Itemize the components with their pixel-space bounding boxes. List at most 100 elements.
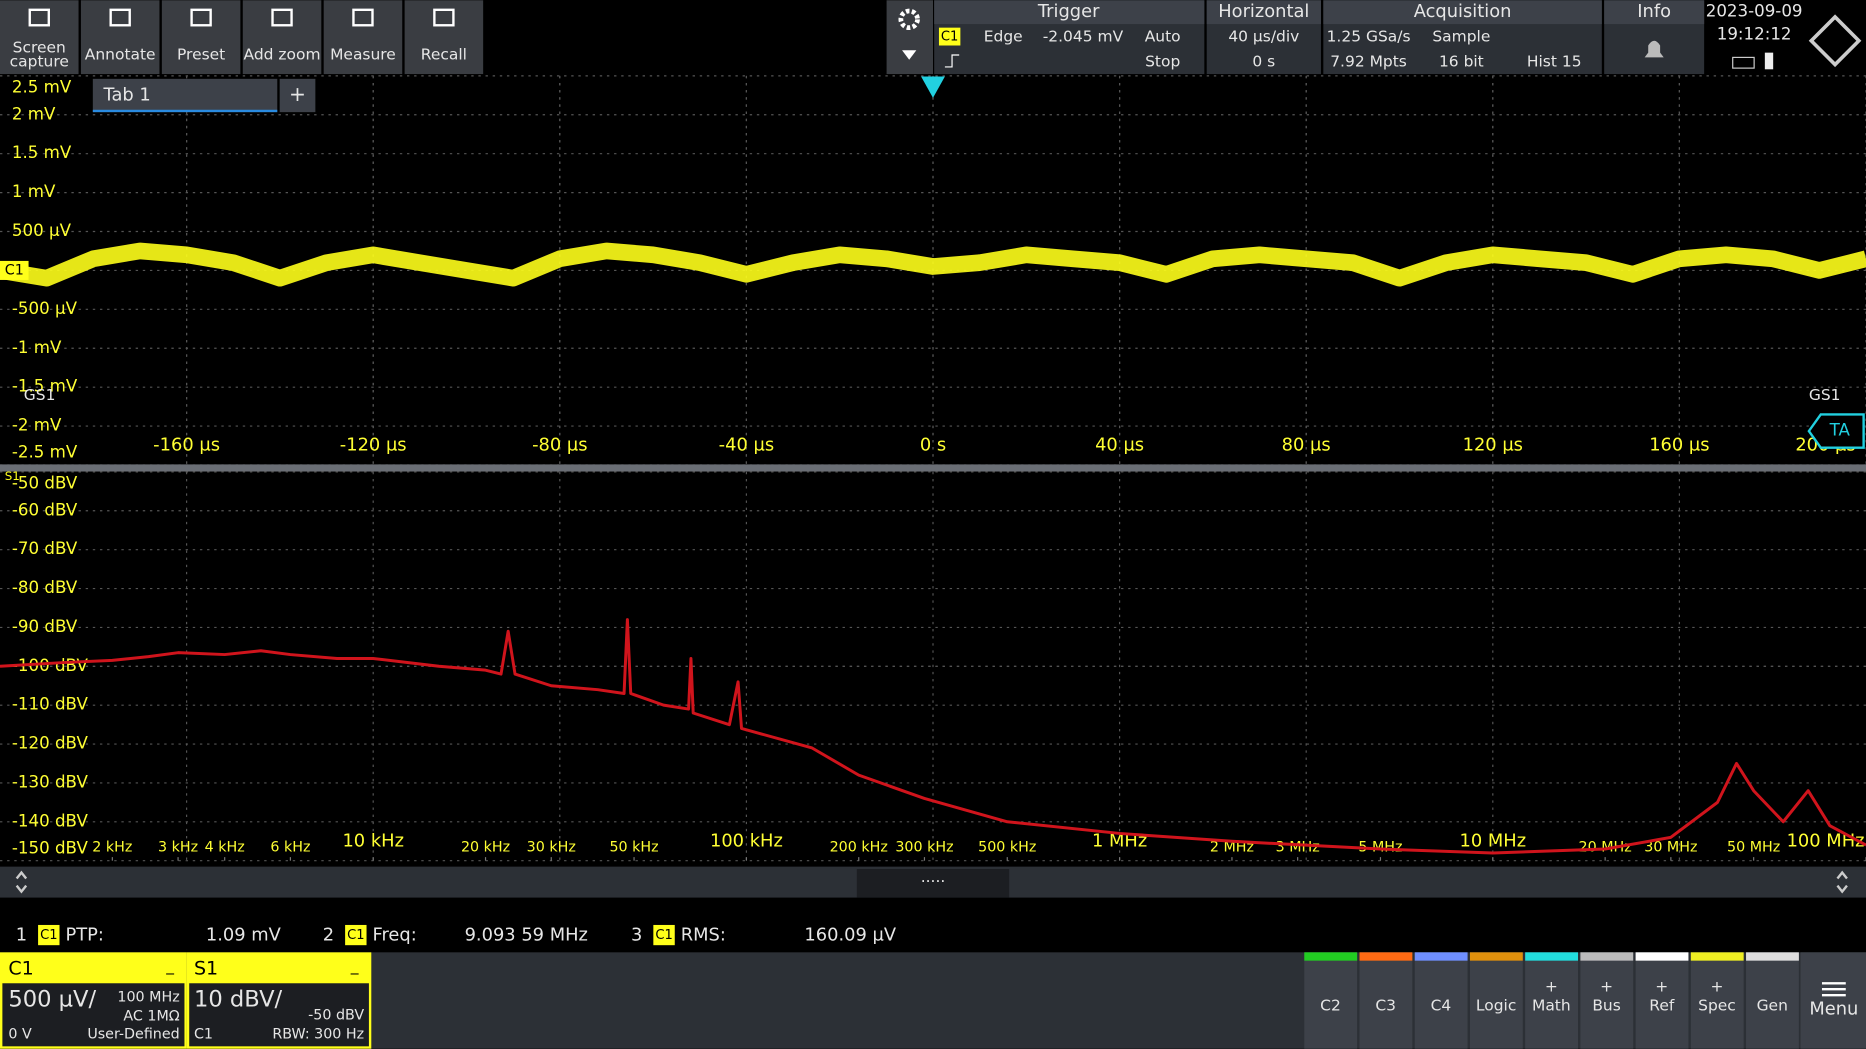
x-tick-label: -160 µs (153, 434, 220, 455)
button-label: Recall (421, 46, 467, 64)
measurement-index: 2 (323, 925, 334, 946)
x-tick-label: 0 s (920, 434, 946, 455)
gate-label: GS1 (24, 386, 56, 404)
color-strip (1690, 952, 1744, 961)
anchor-label: TA (1829, 421, 1851, 440)
sidebar-button[interactable] (1469, 952, 1523, 1049)
channel-marker (0, 260, 29, 280)
tab[interactable] (92, 78, 278, 113)
toolbar-button[interactable] (242, 0, 322, 75)
source: C1 (194, 1026, 213, 1042)
resize-icon (1836, 870, 1848, 894)
resolution: 16 bit (1439, 53, 1484, 71)
plot-divider (0, 464, 1866, 472)
sample-rate: 1.25 GSa/s (1327, 28, 1411, 46)
toolbar-button[interactable] (0, 0, 79, 75)
sidebar-button[interactable] (1580, 952, 1634, 1049)
splitter-handle[interactable] (856, 869, 1010, 898)
x-tick-label: 6 kHz (270, 840, 310, 856)
measurement-name: PTP: (65, 925, 103, 946)
resize-icon (15, 870, 28, 894)
x-tick-label: 80 µs (1282, 434, 1331, 455)
dropdown-icon (902, 50, 917, 60)
sidebar-label: C3 (1375, 996, 1396, 1014)
plus-sign: + (1545, 977, 1558, 995)
trigger-state: Stop (1145, 53, 1180, 71)
info-title: Info (1637, 1, 1671, 22)
sidebar-label: Bus (1592, 996, 1620, 1014)
x-tick-label: 20 kHz (461, 840, 510, 856)
tab-underline (92, 109, 278, 113)
button-icon (28, 8, 50, 27)
button-label: Measure (330, 46, 396, 64)
trace (0, 242, 1866, 287)
panel-header (934, 0, 1205, 25)
channel-header (188, 953, 371, 984)
button-label: Preset (177, 46, 225, 64)
horizontal-title: Horizontal (1218, 1, 1309, 22)
toolbar-button[interactable] (161, 0, 241, 75)
add-tab-button[interactable] (279, 78, 316, 113)
trigger-source: C1 (941, 30, 958, 45)
panel-header (1206, 0, 1321, 25)
network-icon (1732, 56, 1755, 69)
trigger-marker (921, 76, 945, 98)
menu-button[interactable] (1800, 952, 1866, 1049)
button-icon (109, 8, 131, 27)
x-tick-label: 50 kHz (609, 840, 658, 856)
sidebar-button[interactable] (1746, 952, 1799, 1049)
sidebar-button[interactable] (1525, 952, 1579, 1049)
trigger-level: -2.045 mV (1043, 28, 1124, 46)
sidebar-label: C4 (1431, 996, 1452, 1014)
record-length: 7.92 Mpts (1330, 53, 1407, 71)
settings-button[interactable] (886, 0, 933, 75)
toolbar-button[interactable] (80, 0, 160, 75)
color-strip (1746, 952, 1799, 961)
y-tick-label: -2.5 mV (12, 443, 78, 462)
button-icon (433, 8, 455, 27)
y-tick-label: -140 dBV (12, 811, 89, 830)
sidebar-button[interactable] (1690, 952, 1744, 1049)
channel-name: S1 (194, 957, 218, 979)
sidebar-button[interactable] (1304, 952, 1358, 1049)
sidebar-label: Ref (1649, 996, 1675, 1014)
add-tab: + (289, 82, 306, 106)
gate-label: GS1 (1809, 386, 1841, 404)
plus-sign: + (1711, 977, 1724, 995)
x-tick-label: -120 µs (340, 434, 407, 455)
plus-sign: + (1655, 977, 1668, 995)
color-strip (1580, 952, 1634, 961)
button-icon (190, 8, 212, 27)
edge-icon (944, 54, 960, 68)
channel-marker-label: C1 (5, 262, 24, 278)
spectrum-plot: -50 dBV -60 dBV -70 dBV -80 dBV -90 dBV -100 … (0, 471, 1866, 862)
panel-header (1604, 0, 1705, 25)
measurement-index: 3 (631, 925, 642, 946)
vertical-scale: 500 µV/ (8, 986, 96, 1012)
channel-name: C1 (8, 957, 33, 979)
measurement-name: Freq: (372, 925, 416, 946)
color-strip (1469, 952, 1523, 961)
x-tick-label: 3 kHz (158, 840, 198, 856)
y-tick-label: 1.5 mV (12, 143, 72, 162)
x-tick-label: 30 MHz (1644, 840, 1697, 856)
acquisition-title: Acquisition (1414, 1, 1512, 22)
x-tick-label: 2 kHz (92, 840, 132, 856)
measurement-source: C1 (347, 928, 364, 943)
y-tick-label: -1.5 mV (12, 377, 78, 396)
x-tick-label: 500 kHz (978, 840, 1036, 856)
color-strip (1525, 952, 1579, 961)
y-tick-label: -2 mV (12, 416, 62, 435)
sidebar-label: C2 (1320, 996, 1341, 1014)
toolbar-button[interactable] (404, 0, 484, 75)
x-tick-label: 100 kHz (710, 831, 783, 852)
x-tick-label: 30 kHz (527, 840, 576, 856)
sidebar-button[interactable] (1414, 952, 1468, 1049)
vertical-scale: 10 dBV/ (194, 986, 283, 1012)
sidebar-button[interactable] (1635, 952, 1689, 1049)
toolbar-button[interactable] (323, 0, 403, 75)
sidebar-button[interactable] (1359, 952, 1413, 1049)
x-tick-label: 2 MHz (1210, 840, 1254, 856)
y-tick-label: -80 dBV (12, 578, 78, 597)
x-tick-label: 10 MHz (1460, 831, 1527, 852)
